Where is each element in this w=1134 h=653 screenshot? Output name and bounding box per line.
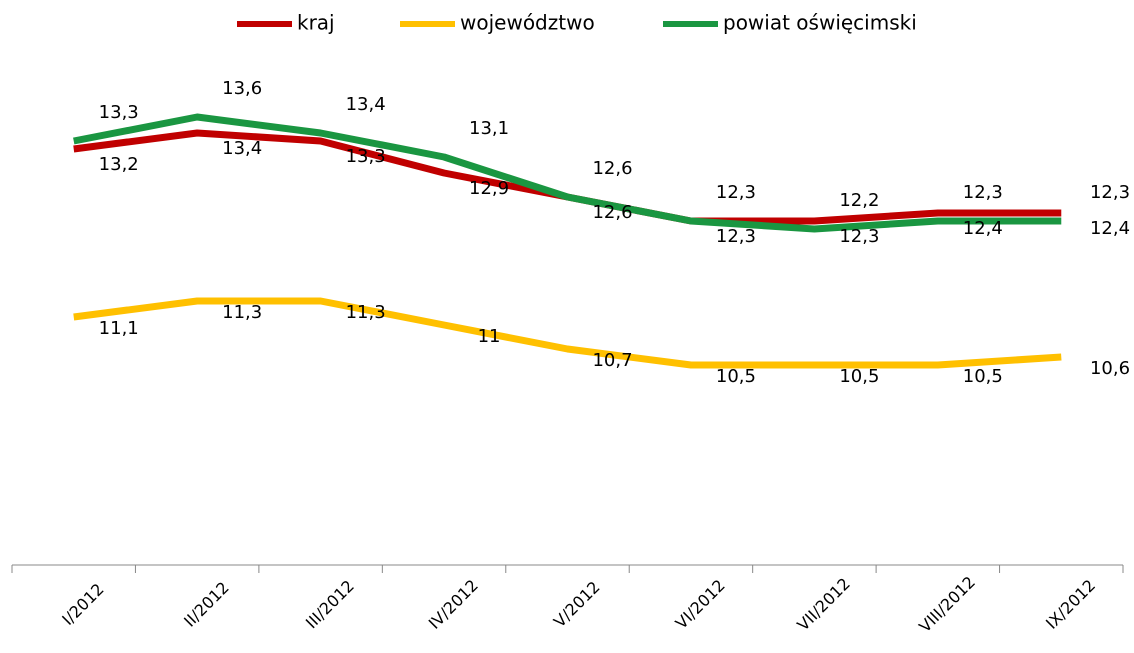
- x-tick-label: VII/2012: [793, 574, 853, 634]
- legend-label: powiat oświęcimski: [723, 11, 917, 35]
- data-label: 10,5: [839, 366, 879, 387]
- data-label: 11,1: [99, 318, 139, 339]
- data-label: 10,5: [963, 366, 1003, 387]
- data-label: 12,3: [839, 226, 879, 247]
- series-line: [73, 113, 1062, 233]
- data-label: 12,6: [592, 158, 632, 179]
- data-label: 13,4: [222, 138, 262, 159]
- data-label: 12,3: [1090, 182, 1130, 203]
- data-label: 13,2: [99, 154, 139, 175]
- data-label: 13,3: [99, 102, 139, 123]
- data-label: 10,5: [716, 366, 756, 387]
- x-tick-label: IV/2012: [425, 576, 482, 633]
- data-label: 12,4: [963, 218, 1003, 239]
- data-label: 12,2: [839, 190, 879, 211]
- data-label: 11,3: [222, 302, 262, 323]
- x-tick-label: I/2012: [58, 580, 107, 629]
- data-label: 12,9: [469, 178, 509, 199]
- x-tick-label: IX/2012: [1042, 576, 1099, 633]
- x-tick-label: II/2012: [180, 578, 233, 631]
- data-label: 12,3: [716, 226, 756, 247]
- data-label: 12,6: [592, 202, 632, 223]
- data-label: 13,1: [469, 118, 509, 139]
- data-label: 12,3: [716, 182, 756, 203]
- data-label: 13,6: [222, 78, 262, 99]
- x-tick-label: VI/2012: [672, 576, 729, 633]
- x-tick-label: VIII/2012: [915, 572, 979, 636]
- legend-label: kraj: [297, 11, 335, 35]
- x-tick-label: V/2012: [550, 577, 604, 631]
- data-label: 12,4: [1090, 218, 1130, 239]
- legend-label: województwo: [460, 11, 595, 35]
- data-label: 10,6: [1090, 358, 1130, 379]
- data-label: 10,7: [592, 350, 632, 371]
- data-label: 11: [478, 326, 501, 347]
- series-line: [73, 297, 1062, 369]
- data-label: 13,4: [346, 94, 386, 115]
- data-label: 13,3: [346, 146, 386, 167]
- data-label: 11,3: [346, 302, 386, 323]
- x-tick-label: III/2012: [302, 576, 358, 632]
- data-label: 12,3: [963, 182, 1003, 203]
